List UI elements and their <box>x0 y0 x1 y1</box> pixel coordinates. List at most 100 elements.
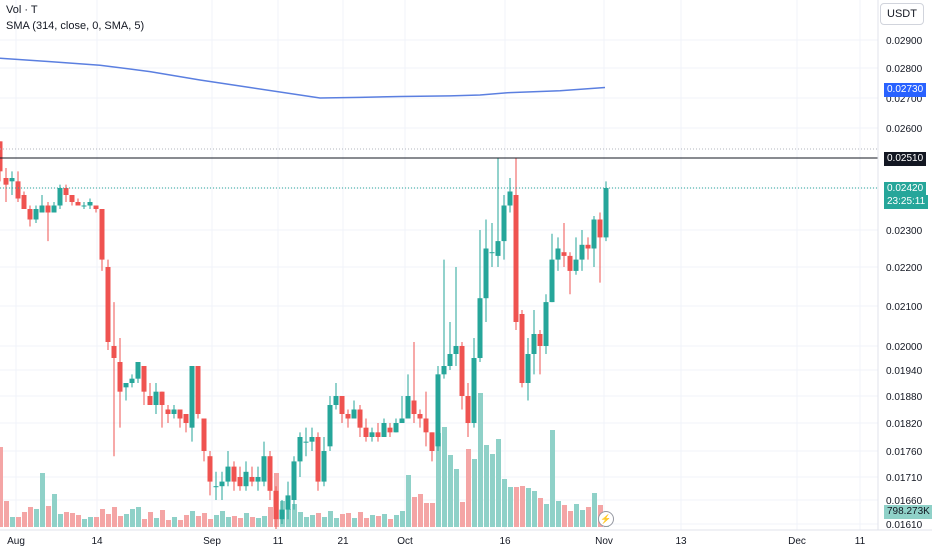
price-tick-label: 0.02300 <box>886 226 923 237</box>
candle-body <box>549 259 555 303</box>
candle-body <box>603 188 609 238</box>
candle-body <box>249 477 255 482</box>
candle-body <box>369 432 375 437</box>
candle-body <box>519 314 525 383</box>
sma-legend[interactable]: SMA (314, close, 0, SMA, 5) <box>6 20 145 32</box>
volume-bar <box>214 515 219 527</box>
candle-body <box>471 358 477 423</box>
candle-body <box>201 418 207 451</box>
volume-bar <box>460 502 465 527</box>
candle-body <box>333 396 339 405</box>
candle-body <box>111 346 117 358</box>
candle-body <box>381 423 387 437</box>
candle-body <box>57 188 63 206</box>
level-line-badge: 0.02510 <box>884 152 927 166</box>
price-tick-label: 0.02700 <box>886 94 923 105</box>
candle-body <box>459 346 465 396</box>
candle-body <box>345 414 351 419</box>
candle-body <box>285 495 291 510</box>
volume-legend[interactable]: Vol · T <box>6 4 38 16</box>
candle-body <box>87 202 93 206</box>
candle-body <box>99 209 105 260</box>
candle-body <box>327 405 333 447</box>
candle-body <box>33 209 39 220</box>
lightning-icon[interactable]: ⚡ <box>598 511 614 527</box>
price-level-lines <box>0 148 878 189</box>
volume-bar <box>100 509 105 527</box>
candle-body <box>423 418 429 433</box>
volume-bar <box>292 504 297 527</box>
volume-bar <box>196 516 201 527</box>
currency-button[interactable]: USDT <box>880 3 924 25</box>
volume-bars <box>0 393 609 527</box>
volume-bar <box>136 507 141 527</box>
volume-bar <box>574 504 579 527</box>
time-tick-label: Dec <box>788 536 806 547</box>
volume-bar <box>160 510 165 527</box>
volume-bar <box>520 486 525 527</box>
volume-bar <box>466 449 471 527</box>
candle-body <box>177 409 183 419</box>
volume-bar <box>244 513 249 527</box>
candle-body <box>135 362 141 379</box>
candle-body <box>585 244 591 249</box>
candle-body <box>507 191 513 206</box>
candle-body <box>117 362 123 392</box>
volume-bar <box>172 517 177 527</box>
candle-body <box>123 383 129 388</box>
candle-body <box>429 432 435 451</box>
price-tick-label: 0.02100 <box>886 302 923 313</box>
candle-body <box>63 188 69 195</box>
candle-body <box>231 466 237 482</box>
candle-body <box>45 205 51 213</box>
volume-bar <box>484 445 489 527</box>
time-tick-label: 11 <box>273 536 284 547</box>
candle-body <box>465 396 471 423</box>
candle-body <box>267 456 273 491</box>
volume-bar <box>202 513 207 527</box>
volume-bar <box>592 493 597 527</box>
candle-body <box>159 391 165 405</box>
volume-bar <box>268 507 273 527</box>
candlestick-series <box>0 141 609 529</box>
countdown-badge: 23:25:11 <box>884 195 929 209</box>
candle-body <box>0 141 3 172</box>
candle-body <box>375 432 381 437</box>
candle-body <box>129 378 135 383</box>
time-tick-label: Oct <box>397 536 413 547</box>
volume-bar <box>310 515 315 527</box>
candle-body <box>531 334 537 354</box>
price-tick-label: 0.02900 <box>886 36 923 47</box>
candle-body <box>15 181 21 199</box>
time-tick-label: Sep <box>203 536 221 547</box>
candle-body <box>183 414 189 423</box>
volume-bar <box>262 516 267 527</box>
candle-body <box>9 178 15 182</box>
candle-body <box>195 366 201 414</box>
volume-bar <box>586 507 591 527</box>
volume-bar <box>112 507 117 527</box>
candle-body <box>219 481 225 487</box>
time-tick-label: Aug <box>7 536 25 547</box>
candle-body <box>297 437 303 462</box>
candle-body <box>291 461 297 500</box>
volume-bar <box>352 518 357 527</box>
candle-body <box>393 423 399 433</box>
volume-bar <box>532 491 537 527</box>
candle-body <box>93 205 99 209</box>
candle-body <box>255 477 261 482</box>
candle-body <box>339 396 345 414</box>
volume-bar <box>328 511 333 527</box>
volume-bar <box>346 513 351 527</box>
volume-value-badge: 798.273K <box>884 505 932 519</box>
volume-bar <box>472 459 477 527</box>
candle-body <box>21 195 27 209</box>
volume-bar <box>514 487 519 527</box>
volume-bar <box>154 518 159 527</box>
candle-body <box>309 437 315 442</box>
time-scale-panel[interactable] <box>0 530 932 550</box>
candle-body <box>483 248 489 299</box>
volume-bar <box>448 455 453 527</box>
time-tick-label: 13 <box>675 536 687 547</box>
